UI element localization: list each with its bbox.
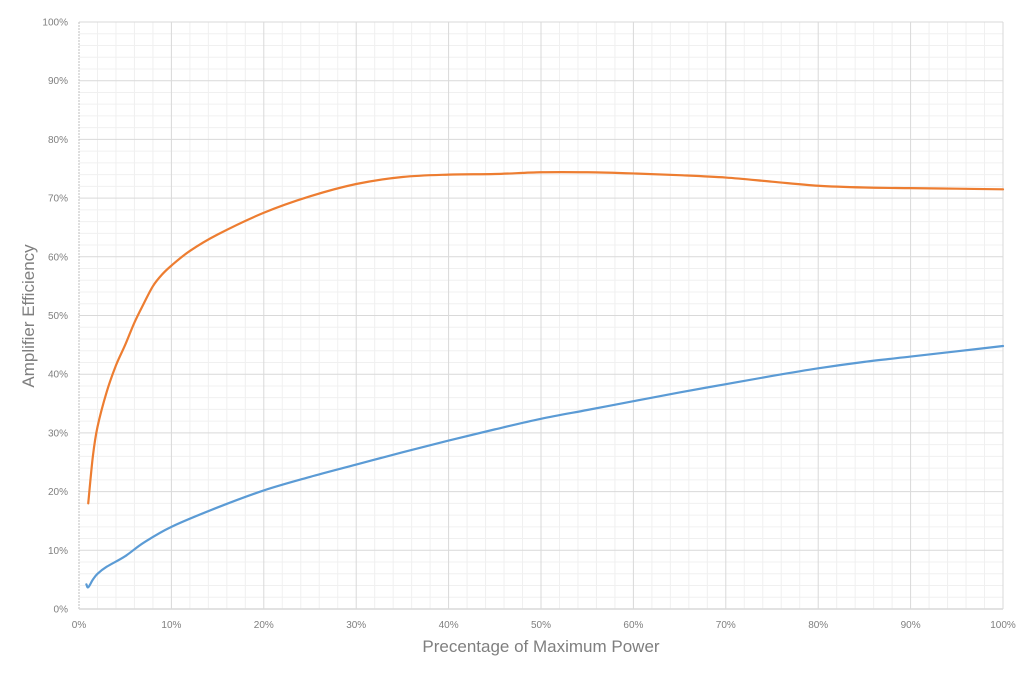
y-tick-label: 20% — [48, 487, 68, 498]
y-tick-label: 0% — [54, 605, 69, 616]
y-tick-label: 80% — [48, 135, 68, 146]
x-tick-label: 40% — [439, 620, 459, 631]
y-axis-title: Amplifier Efficiency — [19, 244, 38, 388]
y-tick-label: 10% — [48, 546, 68, 557]
y-tick-label: 70% — [48, 194, 68, 205]
orange-efficiency-line — [87, 170, 1005, 505]
x-tick-label: 20% — [254, 620, 274, 631]
x-tick-label: 100% — [990, 620, 1016, 631]
y-axis-tick-labels: 0% 10% 20% 30% 40% 50% 60% 70% 80% 90% 100% — [42, 18, 68, 616]
x-tick-label: 80% — [808, 620, 828, 631]
data-series — [85, 170, 1005, 589]
y-tick-label: 50% — [48, 311, 68, 322]
x-tick-label: 90% — [901, 620, 921, 631]
x-tick-label: 0% — [72, 620, 87, 631]
y-tick-label: 40% — [48, 370, 68, 381]
y-tick-label: 30% — [48, 428, 68, 439]
y-tick-label: 90% — [48, 76, 68, 87]
major-gridlines — [79, 21, 1004, 609]
x-axis-title: Precentage of Maximum Power — [422, 637, 659, 656]
y-tick-label: 60% — [48, 252, 68, 263]
axes — [78, 22, 1003, 610]
x-tick-label: 70% — [716, 620, 736, 631]
x-tick-label: 50% — [531, 620, 551, 631]
x-tick-label: 10% — [161, 620, 181, 631]
x-tick-label: 30% — [346, 620, 366, 631]
x-axis-tick-labels: 0% 10% 20% 30% 40% 50% 60% 70% 80% 90% 100% — [72, 620, 1016, 631]
x-tick-label: 60% — [623, 620, 643, 631]
blue-efficiency-line — [85, 344, 1005, 589]
y-tick-label: 100% — [42, 18, 68, 29]
